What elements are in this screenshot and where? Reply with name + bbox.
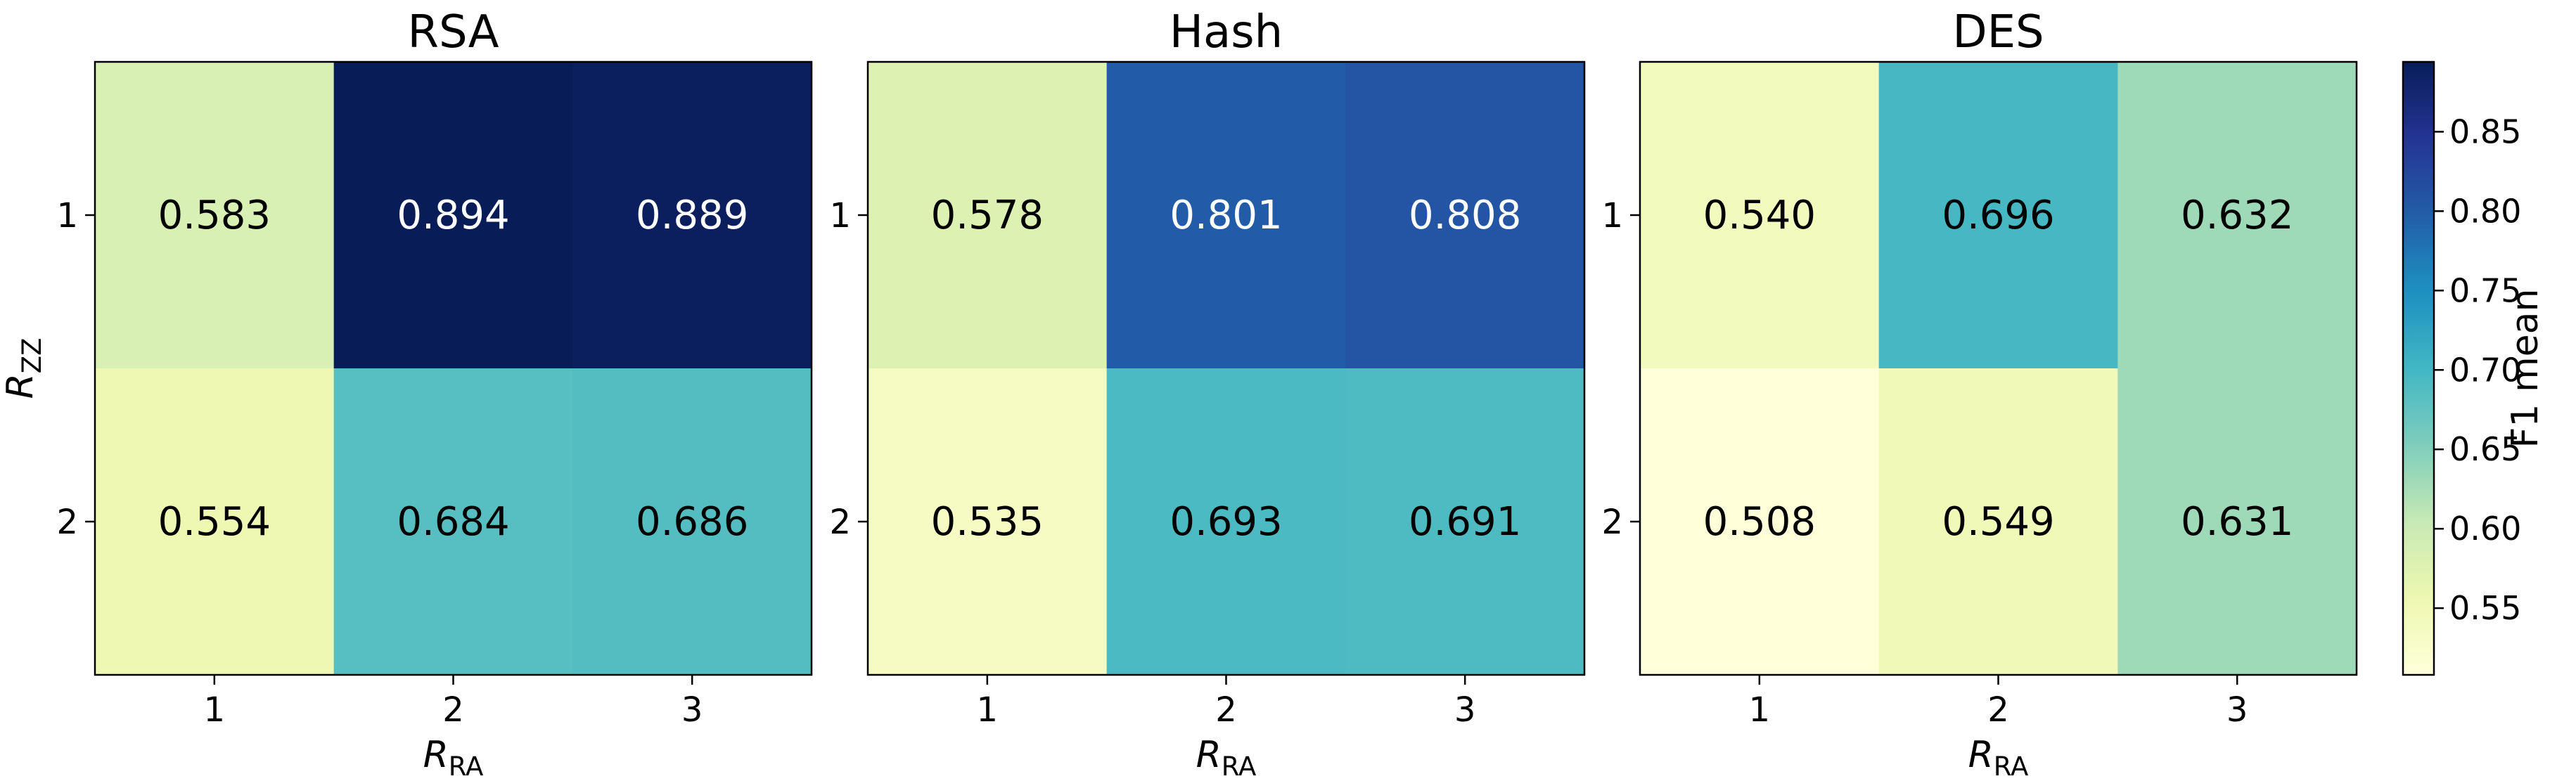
heatmap-cell — [333, 368, 573, 676]
heatmap-cell — [2117, 62, 2357, 369]
x-tick-label: 2 — [1215, 690, 1237, 730]
x-tick-label: 3 — [2226, 690, 2248, 730]
cell-annotation: 0.889 — [636, 193, 748, 238]
colorbar-tick-label: 0.65 — [2449, 430, 2521, 468]
heatmap-cell — [1345, 368, 1585, 676]
heatmap-cell — [1640, 368, 1880, 676]
colorbar-tick-label: 0.55 — [2449, 589, 2521, 627]
heatmap-cell — [868, 368, 1108, 676]
x-tick-label: 3 — [681, 690, 703, 730]
x-axis-label: RRA — [1968, 734, 2029, 781]
cell-annotation: 0.693 — [1170, 499, 1282, 545]
heatmap-panel-des: 0.540 0.696 0.632 0.508 0.549 0.631 DES 1 2 3 RRA 1… — [1601, 6, 2358, 781]
colorbar-tick-label: 0.60 — [2449, 510, 2521, 548]
cell-annotation: 0.578 — [931, 193, 1044, 238]
cell-annotation: 0.554 — [158, 499, 271, 545]
colorbar-tick-label: 0.85 — [2449, 112, 2521, 150]
heatmap-cell — [333, 62, 573, 369]
x-tick-label: 1 — [1749, 690, 1771, 730]
heatmap-cell — [1106, 368, 1346, 676]
x-axis-label: RRA — [423, 734, 484, 781]
y-axis-label: RZZ — [0, 338, 47, 399]
panel-title: RSA — [407, 6, 499, 58]
cell-annotation: 0.632 — [2181, 193, 2293, 238]
cell-annotation: 0.508 — [1703, 499, 1816, 545]
x-axis-label: RRA — [1196, 734, 1257, 781]
colorbar-tick-label: 0.80 — [2449, 192, 2521, 230]
x-tick-label: 1 — [977, 690, 999, 730]
y-tick-label: 2 — [829, 503, 851, 542]
heatmap-cell — [1345, 62, 1585, 369]
cell-annotation: 0.691 — [1409, 499, 1521, 545]
colorbar-tick-label: 0.75 — [2449, 271, 2521, 309]
cell-annotation: 0.696 — [1942, 193, 2054, 238]
y-tick-label: 2 — [56, 503, 78, 542]
heatmap-cell — [2117, 368, 2357, 676]
cell-annotation: 0.894 — [397, 193, 509, 238]
colorbar-frame — [2402, 60, 2435, 676]
heatmap-panel-hash: 0.578 0.801 0.808 0.535 0.693 0.691 Hash 1 2 3 RRA… — [829, 6, 1586, 781]
colorbar: 0.55 0.60 0.65 0.70 0.75 0.80 0.85 F1 mean — [2402, 60, 2546, 676]
cell-annotation: 0.549 — [1942, 499, 2054, 545]
colorbar-tick-label: 0.70 — [2449, 351, 2521, 389]
x-tick-label: 1 — [204, 690, 226, 730]
heatmap-cell — [572, 368, 812, 676]
heatmap-cell — [1640, 62, 1880, 369]
cell-annotation: 0.808 — [1409, 193, 1521, 238]
heatmap-cell — [95, 62, 335, 369]
heatmap-cell — [572, 62, 812, 369]
heatmap-cell — [1878, 368, 2118, 676]
y-tick-label: 1 — [56, 196, 78, 235]
x-tick-label: 2 — [442, 690, 464, 730]
heatmap-cell — [95, 368, 335, 676]
colorbar-label: F1 mean — [2504, 289, 2546, 448]
cell-annotation: 0.684 — [397, 499, 509, 545]
cell-annotation: 0.686 — [636, 499, 748, 545]
y-tick-label: 1 — [829, 196, 851, 235]
heatmap-panels: 0.583 0.894 0.889 0.554 0.684 0.686 RSA 1 2 3 RRA 1… — [0, 6, 2358, 781]
x-tick-label: 3 — [1454, 690, 1476, 730]
cell-annotation: 0.540 — [1703, 193, 1816, 238]
y-tick-label: 1 — [1601, 196, 1623, 235]
y-tick-label: 2 — [1601, 503, 1623, 542]
heatmap-cell — [1878, 62, 2118, 369]
heatmap-cell — [868, 62, 1108, 369]
heatmap-cell — [1106, 62, 1346, 369]
colorbar-gradient — [2403, 62, 2434, 675]
heatmap-panel-rsa: 0.583 0.894 0.889 0.554 0.684 0.686 RSA 1 2 3 RRA 1… — [0, 6, 813, 781]
panel-title: Hash — [1170, 6, 1283, 58]
cell-annotation: 0.535 — [931, 499, 1044, 545]
cell-annotation: 0.631 — [2181, 499, 2293, 545]
panel-title: DES — [1952, 6, 2044, 58]
x-tick-label: 2 — [1987, 690, 2009, 730]
cell-annotation: 0.583 — [158, 193, 271, 238]
cell-annotation: 0.801 — [1170, 193, 1282, 238]
